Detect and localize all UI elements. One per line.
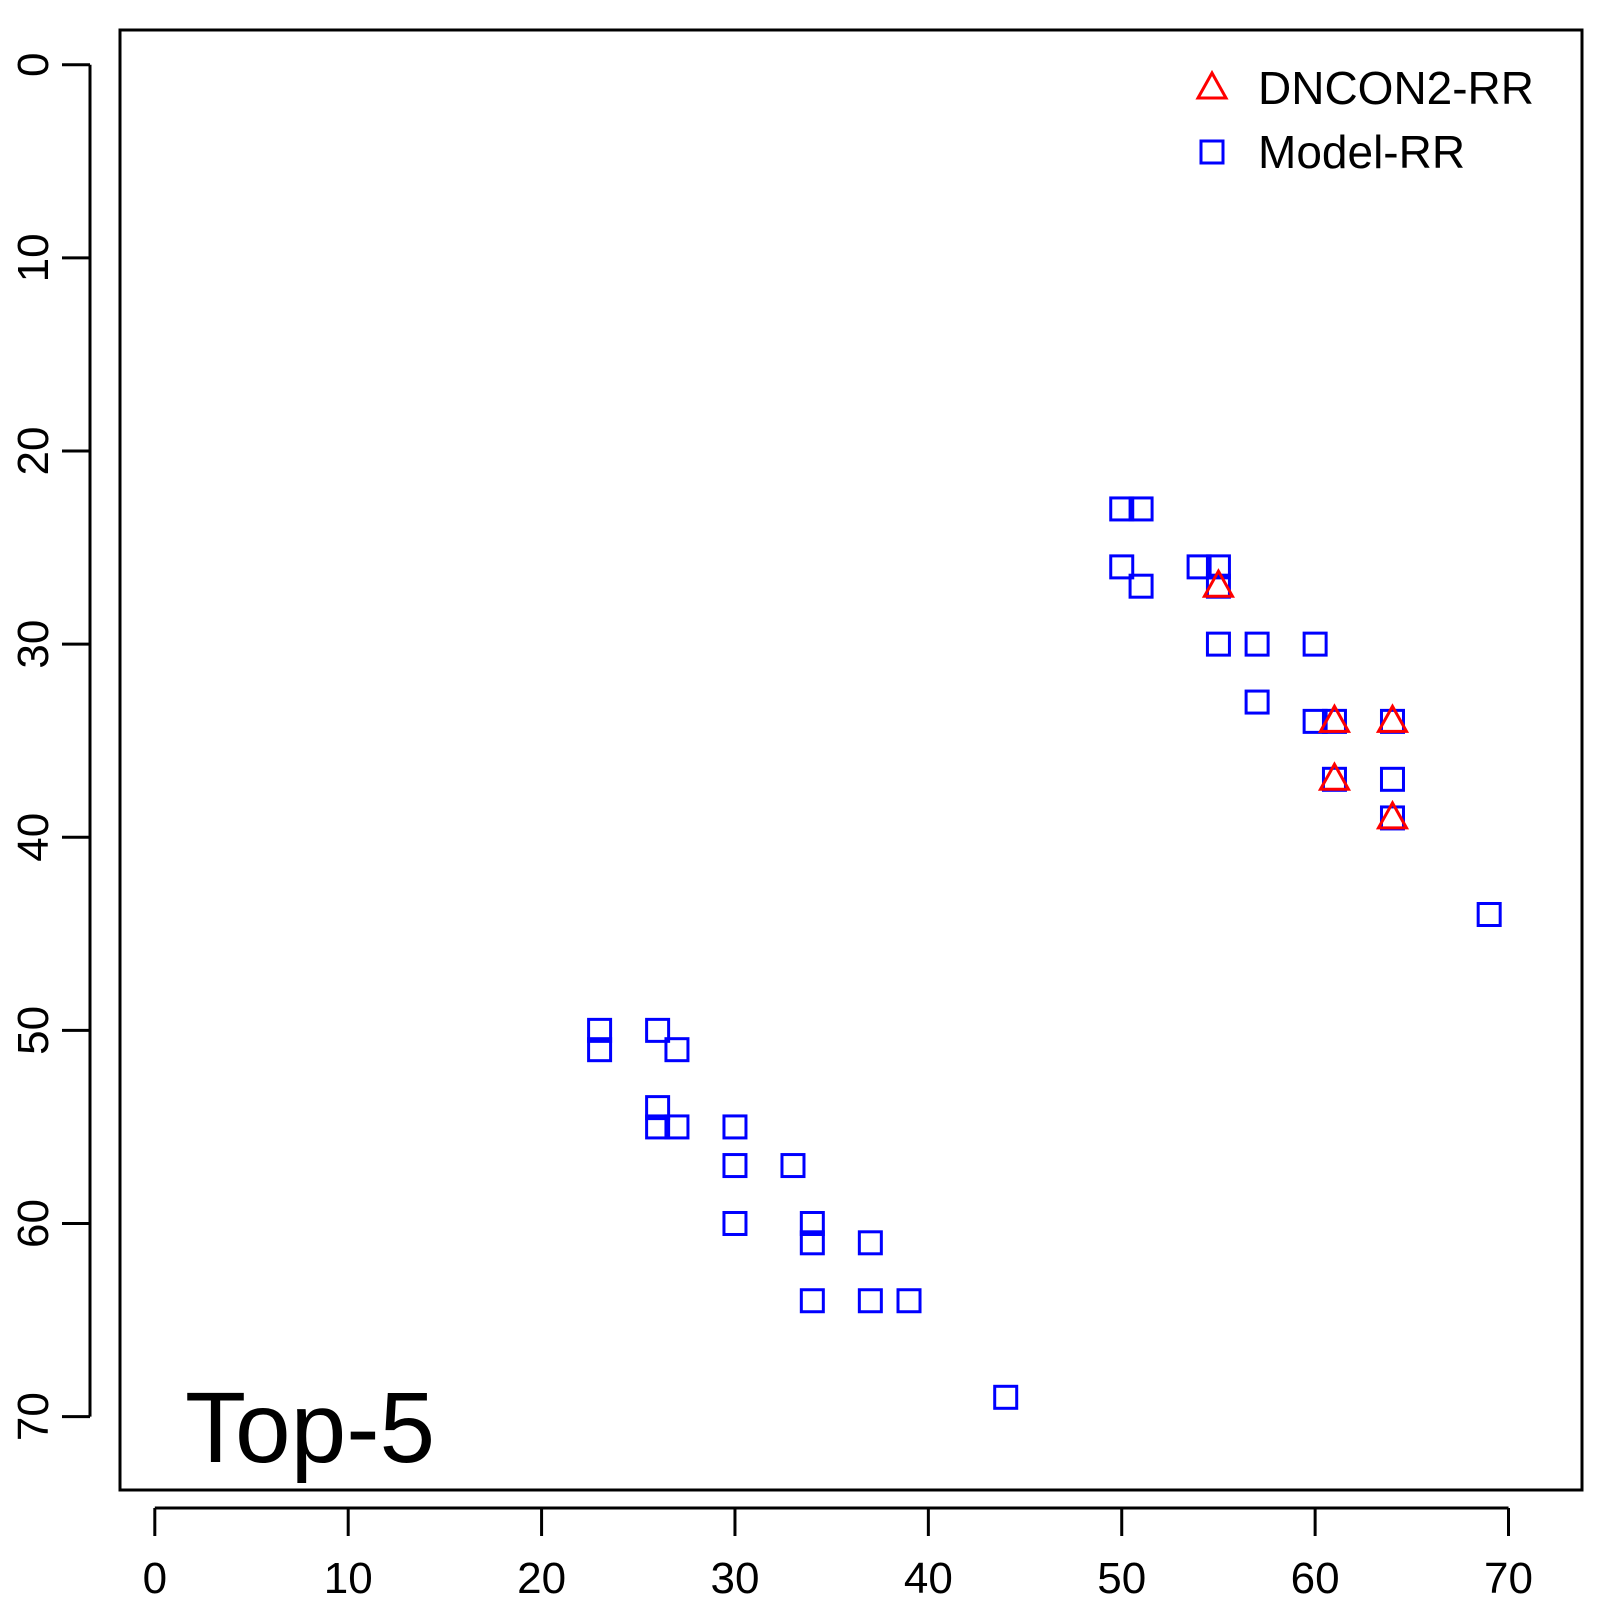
model-rr-point (799, 1288, 825, 1314)
legend: DNCON2-RR Model-RR (1195, 62, 1534, 178)
dncon2-rr-point (1375, 799, 1410, 830)
x-tick-label: 10 (324, 1554, 373, 1600)
x-tick-label: 60 (1291, 1554, 1340, 1600)
model-rr-point (722, 1153, 748, 1179)
legend-label: DNCON2-RR (1258, 62, 1534, 114)
y-tick-label: 60 (9, 1199, 58, 1248)
model-rr-point (1379, 766, 1405, 792)
model-rr-point (857, 1288, 883, 1314)
model-rr-point (587, 1037, 613, 1063)
data-points (587, 496, 1502, 1410)
model-rr-point (857, 1230, 883, 1256)
x-tick-label: 50 (1097, 1554, 1146, 1600)
y-axis: 0 10 20 30 40 50 60 70 (9, 53, 92, 1441)
x-tick-label: 30 (710, 1554, 759, 1600)
model-rr-point (1244, 689, 1270, 715)
y-tick-label: 30 (9, 620, 58, 669)
x-axis: 0 10 20 30 40 50 60 70 (143, 1506, 1533, 1600)
model-rr-point (1109, 554, 1135, 580)
model-rr-point (896, 1288, 922, 1314)
dncon2-rr-point (1201, 568, 1235, 598)
dncon2-rr-point (1317, 761, 1352, 791)
model-rr-point (722, 1210, 748, 1236)
model-rr-point (1205, 631, 1231, 657)
y-tick-label: 50 (9, 1006, 58, 1055)
y-tick-label: 10 (9, 233, 58, 282)
model-rr-point (799, 1230, 825, 1256)
model-rr-point (1128, 573, 1154, 599)
model-rr-point (664, 1114, 690, 1140)
model-rr-point (1205, 554, 1231, 580)
panel-annotation: Top-5 (185, 1372, 435, 1484)
y-tick-label: 70 (9, 1392, 58, 1441)
model-rr-point (1244, 631, 1270, 657)
plot-frame (118, 28, 1584, 1492)
model-rr-point (799, 1210, 825, 1236)
y-tick-label: 20 (9, 427, 58, 476)
dncon2-rr-point (1317, 703, 1352, 733)
model-rr-point (993, 1384, 1019, 1410)
model-rr-point (645, 1114, 671, 1140)
model-rr-point (1128, 496, 1154, 522)
model-rr-point (664, 1037, 690, 1063)
legend-triangle-icon (1195, 69, 1229, 100)
y-tick-label: 0 (9, 53, 58, 77)
x-tick-label: 40 (904, 1554, 953, 1600)
legend-label: Model-RR (1258, 126, 1465, 178)
x-tick-label: 0 (143, 1554, 167, 1600)
model-rr-point (1302, 631, 1328, 657)
x-tick-label: 70 (1484, 1554, 1533, 1600)
model-rr-point (587, 1017, 613, 1043)
model-rr-point (645, 1095, 671, 1121)
legend-square-icon (1199, 139, 1225, 165)
y-tick-label: 40 (9, 813, 58, 862)
dncon2-rr-point (1375, 703, 1410, 733)
model-rr-point (1109, 496, 1135, 522)
model-rr-point (780, 1153, 806, 1179)
model-rr-point (1186, 554, 1212, 580)
model-rr-point (1476, 901, 1502, 927)
model-rr-point (722, 1114, 748, 1140)
model-rr-point (645, 1017, 671, 1043)
x-tick-label: 20 (517, 1554, 566, 1600)
